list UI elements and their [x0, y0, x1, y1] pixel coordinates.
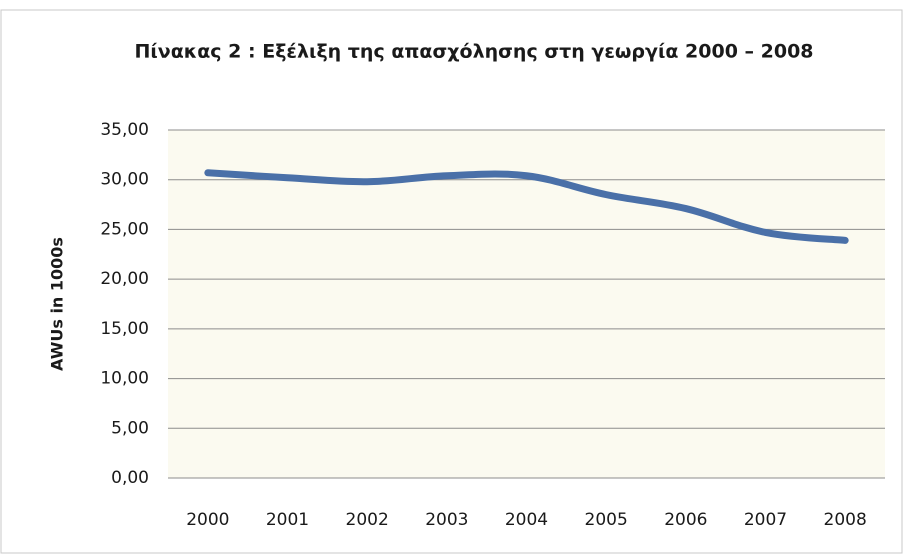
y-tick-label: 25,00	[100, 219, 149, 239]
x-tick-label: 2002	[346, 510, 389, 530]
x-tick-label: 2003	[425, 510, 468, 530]
y-tick-label: 0,00	[111, 468, 149, 488]
y-tick-label: 20,00	[100, 269, 149, 289]
x-tick-label: 2004	[505, 510, 548, 530]
y-tick-label: 15,00	[100, 319, 149, 339]
y-axis-label: AWUs in 1000s	[48, 237, 67, 371]
plot-area	[168, 130, 885, 478]
data-line	[204, 169, 849, 244]
y-tick-label: 30,00	[100, 170, 149, 190]
x-tick-label: 2008	[824, 510, 867, 530]
y-tick-label: 5,00	[111, 418, 149, 438]
y-tick-label: 35,00	[100, 120, 149, 140]
x-tick-label: 2007	[744, 510, 787, 530]
x-tick-label: 2005	[585, 510, 628, 530]
y-tick-label: 10,00	[100, 369, 149, 389]
chart-title: Πίνακας 2 : Εξέλιξη της απασχόλησης στη …	[134, 41, 813, 63]
x-tick-label: 2006	[664, 510, 707, 530]
x-tick-label: 2001	[266, 510, 309, 530]
x-tick-label: 2000	[186, 510, 229, 530]
